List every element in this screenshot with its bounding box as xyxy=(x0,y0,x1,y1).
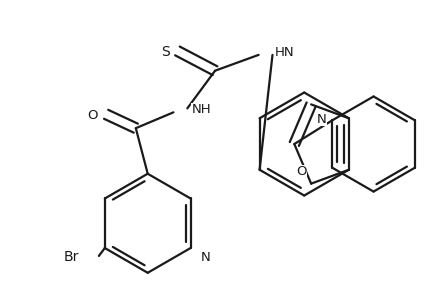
Text: O: O xyxy=(297,165,307,178)
Text: N: N xyxy=(201,251,210,264)
Text: NH: NH xyxy=(191,103,211,116)
Text: S: S xyxy=(161,46,169,59)
Text: Br: Br xyxy=(64,251,79,265)
Text: O: O xyxy=(88,109,98,122)
Text: N: N xyxy=(317,113,327,126)
Text: HN: HN xyxy=(274,46,294,59)
